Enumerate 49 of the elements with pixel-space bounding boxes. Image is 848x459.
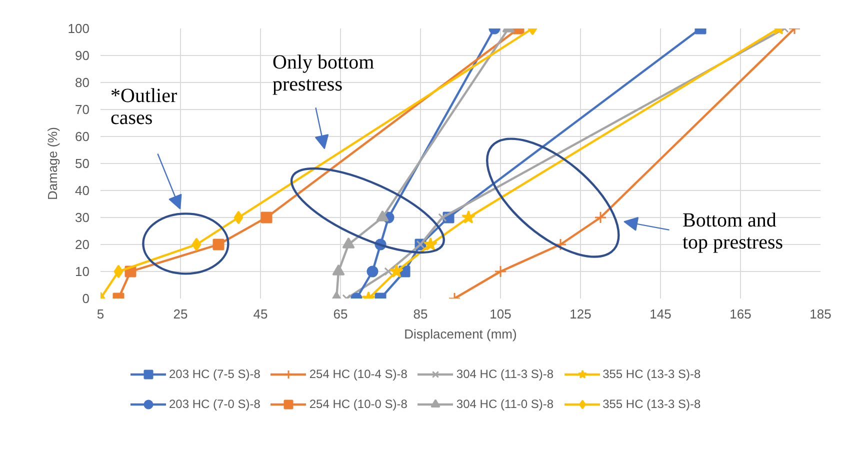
y-tick-label: 50	[75, 156, 90, 171]
point	[234, 210, 244, 224]
legend-label: 304 HC (11-3 S)-8	[456, 367, 554, 381]
annotation: Only bottom prestress	[272, 51, 375, 96]
legend-label: 203 HC (7-0 S)-8	[169, 397, 260, 411]
point	[114, 264, 124, 278]
point	[192, 238, 202, 252]
x-tick-label: 5	[96, 306, 104, 322]
legend-label: 304 HC (11-0 S)-8	[456, 397, 554, 411]
y-tick-label: 40	[75, 183, 90, 198]
point	[462, 210, 476, 224]
point	[554, 238, 567, 251]
legend-label: 355 HC (13-3 S)-8	[602, 367, 701, 381]
point	[260, 212, 272, 224]
y-tick-label: 10	[75, 264, 90, 279]
annotation: Bottom and top prestress	[682, 209, 784, 254]
x-tick-label: 125	[570, 306, 592, 322]
x-tick-label: 185	[810, 306, 832, 322]
x-tick-label: 85	[413, 306, 428, 322]
legend-label: 203 HC (7-5 S)-8	[169, 367, 260, 381]
y-axis-title: Damage (%)	[44, 127, 60, 200]
x-tick-label: 45	[253, 306, 268, 322]
y-tick-label: 0	[82, 291, 90, 306]
point	[438, 213, 447, 222]
y-tick-label: 90	[75, 48, 90, 63]
annotation: *Outlier cases	[110, 85, 178, 130]
y-tick-label: 100	[68, 21, 90, 36]
x-tick-label: 145	[650, 306, 672, 322]
x-tick-label: 65	[333, 306, 348, 322]
point	[212, 238, 224, 250]
x-tick-label: 165	[730, 306, 752, 322]
y-tick-label: 70	[75, 102, 90, 117]
y-tick-label: 80	[75, 75, 90, 90]
y-tick-label: 60	[75, 129, 90, 144]
point	[332, 264, 345, 276]
x-axis-title: Displacement (mm)	[404, 326, 517, 342]
point	[390, 264, 404, 278]
point	[384, 267, 393, 276]
point	[366, 266, 378, 278]
legend-label: 254 HC (10-4 S)-8	[309, 367, 408, 381]
legend-label: 355 HC (13-3 S)-8	[602, 397, 701, 411]
x-tick-label: 25	[173, 306, 188, 322]
y-tick-label: 30	[75, 210, 90, 225]
point	[424, 237, 438, 251]
legend-label: 254 HC (10-0 S)-8	[309, 397, 408, 411]
x-tick-label: 105	[490, 306, 512, 322]
point	[494, 265, 507, 278]
point	[594, 211, 607, 224]
y-tick-label: 20	[75, 237, 90, 252]
